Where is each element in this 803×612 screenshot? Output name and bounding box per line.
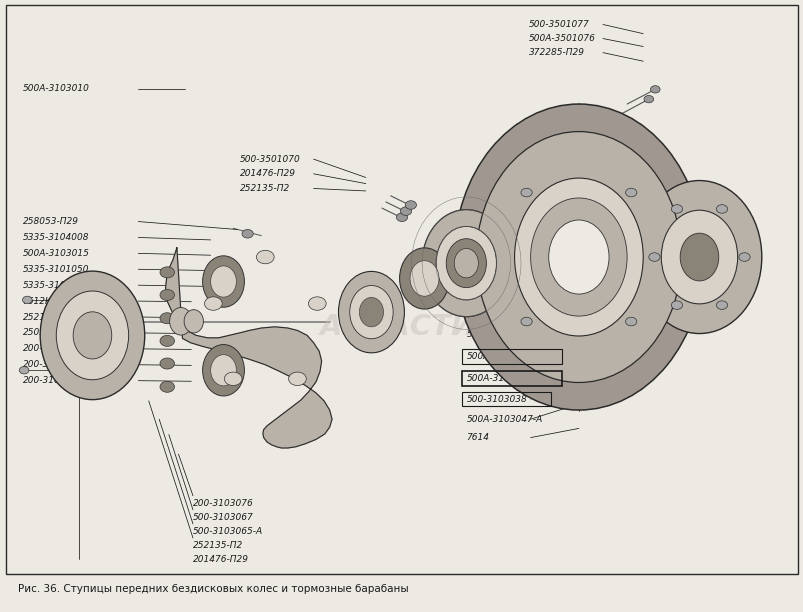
Text: 500-3103067: 500-3103067 [193, 513, 254, 521]
Circle shape [671, 204, 682, 213]
Text: 252135-П2: 252135-П2 [193, 541, 243, 550]
Ellipse shape [56, 291, 128, 379]
Text: 200-3103081-А: 200-3103081-А [22, 376, 92, 385]
Text: 7614: 7614 [466, 433, 489, 442]
Circle shape [715, 301, 727, 310]
Text: 500А-3501076: 500А-3501076 [528, 34, 595, 43]
Circle shape [520, 188, 532, 197]
Circle shape [405, 201, 416, 209]
Circle shape [242, 230, 253, 238]
Ellipse shape [446, 239, 486, 288]
Ellipse shape [454, 104, 703, 410]
Ellipse shape [514, 178, 642, 336]
Ellipse shape [399, 248, 449, 309]
Circle shape [396, 213, 407, 222]
Text: 200-3103079: 200-3103079 [22, 345, 84, 353]
Text: АВЧАСТИ: АВЧАСТИ [320, 313, 475, 341]
Text: 372285-П29: 372285-П29 [528, 48, 585, 57]
Circle shape [19, 367, 29, 374]
Text: Рис. 36. Ступицы передних бездисковых колес и тормозные барабаны: Рис. 36. Ступицы передних бездисковых ко… [18, 584, 408, 594]
Circle shape [650, 86, 659, 93]
Text: 500А-3103082: 500А-3103082 [466, 330, 532, 339]
Ellipse shape [661, 210, 737, 304]
Ellipse shape [210, 266, 236, 297]
Text: 250561-П29: 250561-П29 [22, 329, 79, 337]
Circle shape [625, 317, 636, 326]
Text: 200-3103076: 200-3103076 [193, 499, 254, 507]
Text: 7612К: 7612К [22, 297, 52, 305]
Ellipse shape [210, 354, 236, 386]
Text: 5335-3101050: 5335-3101050 [22, 265, 89, 274]
Circle shape [400, 207, 411, 215]
Text: 5335-3104008: 5335-3104008 [22, 233, 89, 242]
Circle shape [520, 317, 532, 326]
Ellipse shape [410, 261, 438, 296]
Circle shape [256, 250, 274, 264]
Ellipse shape [73, 312, 112, 359]
Text: 252135-П2: 252135-П2 [239, 184, 290, 193]
Text: 500-3501070: 500-3501070 [239, 155, 300, 163]
Text: 500А-3103047-А: 500А-3103047-А [466, 415, 542, 424]
Ellipse shape [548, 220, 609, 294]
Circle shape [160, 289, 174, 300]
Circle shape [224, 372, 242, 386]
Circle shape [160, 335, 174, 346]
Ellipse shape [422, 209, 510, 317]
Text: 500А-3103010: 500А-3103010 [22, 84, 89, 93]
Text: 200-3103080: 200-3103080 [22, 360, 84, 369]
Circle shape [625, 188, 636, 197]
Text: 258053-П29: 258053-П29 [22, 217, 79, 226]
Text: 500А-3103036: 500А-3103036 [466, 352, 532, 360]
Text: 201476-П29: 201476-П29 [193, 555, 249, 564]
Text: 500-3103065-А: 500-3103065-А [193, 527, 263, 536]
Circle shape [715, 204, 727, 213]
Circle shape [160, 358, 174, 369]
Text: 252139-П2: 252139-П2 [22, 313, 73, 321]
Ellipse shape [679, 233, 718, 281]
Circle shape [308, 297, 326, 310]
Ellipse shape [338, 272, 404, 353]
Text: 500-3103038: 500-3103038 [466, 395, 527, 403]
Ellipse shape [530, 198, 626, 316]
Ellipse shape [454, 248, 478, 278]
Text: 500А-3103015: 500А-3103015 [22, 249, 89, 258]
Text: 500А-3103034: 500А-3103034 [466, 374, 532, 382]
Text: 500-3501077: 500-3501077 [528, 20, 589, 29]
Ellipse shape [169, 308, 192, 335]
Text: 5335-3101040: 5335-3101040 [22, 281, 89, 289]
Polygon shape [165, 248, 332, 448]
Circle shape [643, 95, 653, 103]
Circle shape [648, 253, 659, 261]
Circle shape [738, 253, 749, 261]
Ellipse shape [349, 285, 393, 339]
Circle shape [160, 381, 174, 392]
Circle shape [288, 372, 306, 386]
Ellipse shape [40, 271, 145, 400]
Circle shape [671, 301, 682, 310]
Circle shape [204, 297, 222, 310]
Ellipse shape [637, 181, 761, 334]
Text: 201476-П29: 201476-П29 [239, 170, 296, 178]
Circle shape [22, 296, 32, 304]
Ellipse shape [475, 132, 680, 382]
Ellipse shape [202, 345, 244, 396]
Ellipse shape [359, 297, 383, 327]
Ellipse shape [184, 310, 203, 333]
Ellipse shape [202, 256, 244, 307]
Circle shape [160, 313, 174, 324]
Circle shape [160, 267, 174, 278]
Ellipse shape [435, 226, 495, 300]
